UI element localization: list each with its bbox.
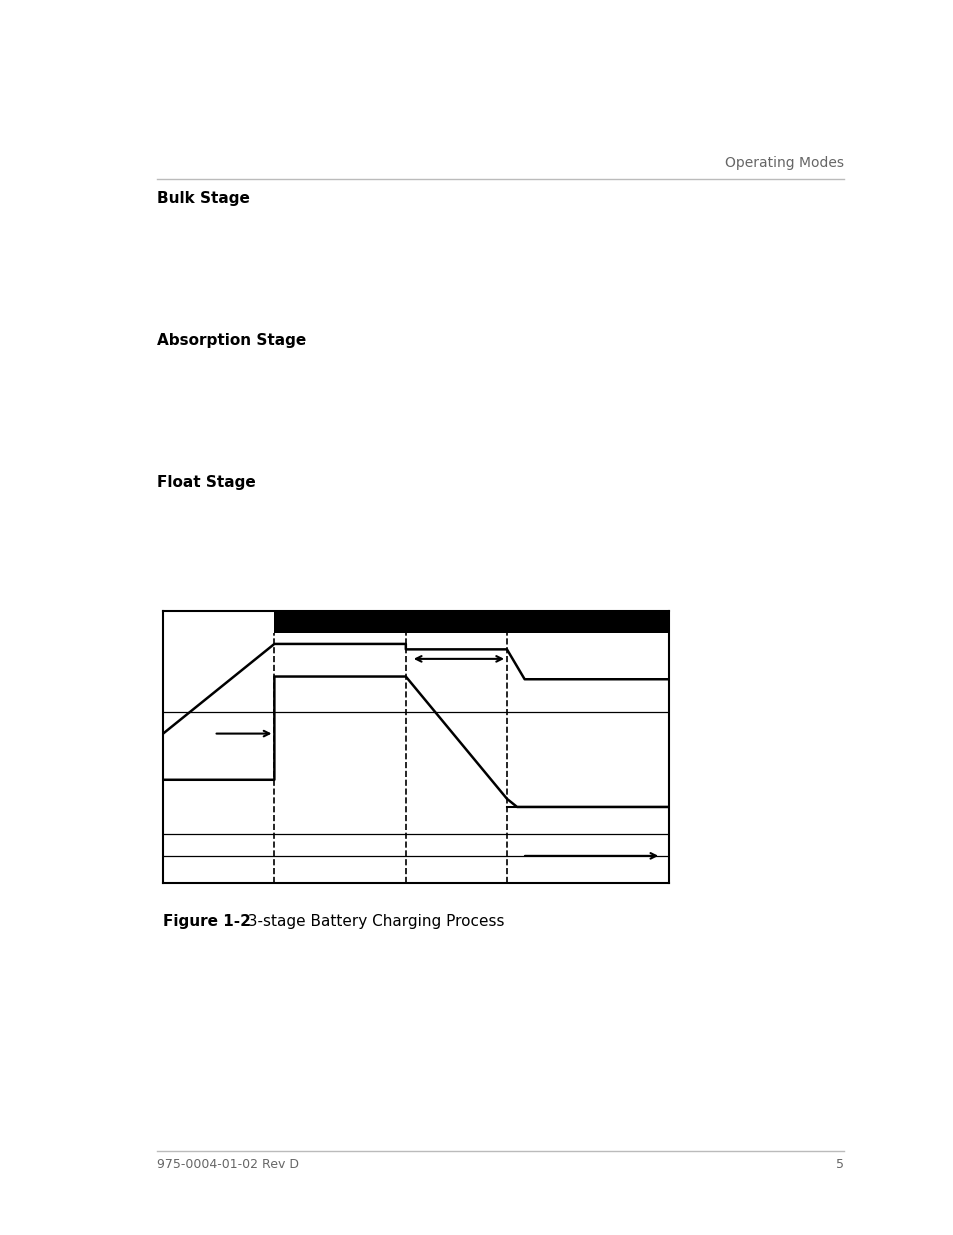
- Text: Float Stage: Float Stage: [157, 475, 256, 490]
- Text: 975-0004-01-02 Rev D: 975-0004-01-02 Rev D: [157, 1158, 299, 1172]
- Text: Figure 1-2: Figure 1-2: [163, 914, 251, 929]
- Text: Absorption Stage: Absorption Stage: [157, 333, 306, 348]
- Text: 5: 5: [836, 1158, 843, 1172]
- Bar: [274, 611, 668, 634]
- Text: Operating Modes: Operating Modes: [724, 157, 843, 170]
- Text: Bulk Stage: Bulk Stage: [157, 191, 250, 206]
- Text: 3-stage Battery Charging Process: 3-stage Battery Charging Process: [237, 914, 503, 929]
